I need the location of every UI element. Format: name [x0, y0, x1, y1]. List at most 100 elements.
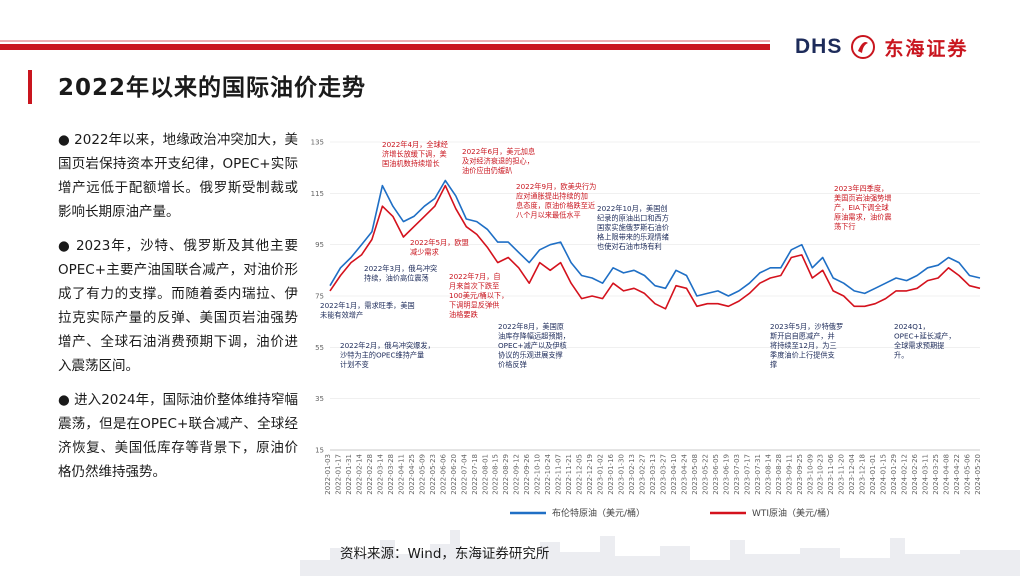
- annotation-line: 升。: [894, 351, 908, 360]
- x-tick-label: 2024-05-06: [964, 453, 972, 494]
- annotation-line: 2022年4月，全球经: [382, 140, 448, 149]
- x-tick-label: 2024-04-22: [953, 454, 961, 495]
- annotation-line: 斯开启自愿减产，并: [770, 332, 835, 341]
- annotation-line: 协议的乐观进展支撑: [498, 351, 563, 360]
- x-tick-label: 2022-03-14: [376, 453, 384, 494]
- x-tick-label: 2023-08-28: [775, 454, 783, 495]
- annotation-line: 2022年9月，欧美央行为: [516, 182, 596, 191]
- series-line-brent: [329, 179, 981, 297]
- oil-price-chart: 135 115 95 75 55 35 15 2022-01-03 2022-01-17 202…: [300, 130, 1000, 530]
- x-tick-label: 2024-02-12: [901, 454, 909, 495]
- annotation-line: 计划不变: [340, 360, 369, 369]
- y-tick-label: 55: [315, 344, 324, 352]
- chart-annotation: 2024Q1， OPEC+延长减产，全球需求预期提升。: [894, 322, 956, 360]
- x-tick-label: 2022-06-20: [450, 454, 458, 495]
- annotation-line: OPEC+减产以及伊核: [498, 341, 567, 350]
- x-tick-label: 2023-04-10: [670, 454, 678, 495]
- chart-annotation: 2022年8月，美国原油库存降幅远超预期， OPEC+减产以及伊核协议的乐观进展支…: [498, 322, 570, 369]
- x-tick-label: 2023-07-03: [733, 454, 741, 495]
- annotation-line: 沙特为主的OPEC维持产量: [340, 351, 424, 360]
- x-tick-label: 2023-12-18: [859, 454, 867, 495]
- chart-annotation: 2022年3月，俄乌冲突持续，油价高位震荡: [364, 264, 437, 283]
- annotation-line: 息态度，原油价格跌至近: [516, 201, 595, 210]
- title-accent-bar: [28, 70, 32, 104]
- x-tick-label: 2023-06-05: [712, 454, 720, 495]
- x-tick-label: 2023-03-13: [649, 454, 657, 495]
- annotation-line: 2024Q1，: [894, 322, 930, 331]
- annotation-line: 2022年5月，欧盟: [410, 238, 469, 247]
- chart-annotation: 2023年5月，沙特俄罗斯开启自愿减产，并将持续至12月，为三季度油价上行提供支…: [770, 322, 843, 369]
- x-tick-label: 2023-12-04: [848, 453, 856, 494]
- header-accent-bar: [0, 44, 770, 50]
- annotation-line: 将持续至12月，为三: [770, 341, 837, 350]
- y-tick-label: 15: [315, 447, 324, 455]
- legend-label: 布伦特原油（美元/桶）: [552, 507, 645, 519]
- x-tick-label: 2023-09-25: [796, 454, 804, 495]
- legend-label: WTI原油（美元/桶）: [752, 507, 835, 519]
- x-tick-label: 2022-08-29: [502, 454, 510, 495]
- annotation-line: 全球需求预期提: [894, 341, 944, 350]
- annotation-line: 2022年3月，俄乌冲突: [364, 264, 437, 273]
- series-line-wti: [329, 184, 981, 310]
- header-accent-line: [0, 40, 770, 42]
- x-tick-label: 2022-11-21: [565, 454, 573, 495]
- annotation-line: 国家实施俄罗斯石油价: [597, 223, 669, 232]
- x-tick-label: 2023-01-16: [607, 453, 615, 494]
- x-tick-label: 2022-02-14: [355, 453, 363, 494]
- annotation-line: 2022年2月，俄乌冲突爆发，: [340, 341, 435, 350]
- x-tick-label: 2023-07-31: [754, 454, 762, 495]
- annotation-line: 持续，油价高位震荡: [364, 274, 429, 283]
- chart-annotation: 2022年5月，欧盟减少需求: [410, 238, 469, 257]
- x-tick-label: 2022-04-25: [408, 454, 416, 495]
- x-tick-label: 2022-05-09: [418, 454, 426, 495]
- annotation-line: 国油机数持续增长: [382, 159, 440, 168]
- annotation-line: 产，EIA下调全球: [834, 203, 889, 212]
- source-note: 资料来源：Wind，东海证券研究所: [340, 546, 550, 562]
- annotation-line: 美国页岩油强势增: [834, 194, 892, 203]
- chart-annotation: 2022年6月，美元加息及对经济衰退的担心，油价应由仍缓趴: [462, 147, 535, 175]
- annotation-line: 2022年10月，美国创: [597, 204, 668, 213]
- x-tick-label: 2022-01-03: [324, 454, 332, 495]
- x-tick-label: 2022-10-10: [534, 454, 542, 495]
- x-tick-label: 2023-10-23: [817, 454, 825, 495]
- x-tick-label: 2023-11-06: [827, 453, 835, 494]
- x-tick-label: 2023-11-20: [838, 454, 846, 495]
- x-tick-label: 2022-06-06: [439, 453, 447, 494]
- x-tick-label: 2023-02-13: [628, 454, 636, 495]
- chart-annotation: 2022年4月，全球经济增长放缓下调，美国油机数持续增长: [382, 140, 448, 168]
- chart-annotation: 2023年四季度，美国页岩油强势增产，EIA下调全球原油需求，油价震荡下行: [834, 184, 892, 231]
- x-tick-label: 2023-06-19: [722, 454, 730, 495]
- x-tick-label: 2022-04-11: [397, 454, 405, 495]
- x-tick-label: 2022-12-05: [576, 454, 584, 495]
- x-tick-label: 2022-07-18: [471, 454, 479, 495]
- x-tick-label: 2024-04-08: [943, 454, 951, 495]
- annotation-line: 格上限带来的乐观情绪: [597, 233, 669, 242]
- annotation-line: 荡下行: [834, 222, 856, 231]
- x-tick-label: 2023-07-17: [743, 454, 751, 495]
- bullet-item: ● 2023年，沙特、俄罗斯及其他主要OPEC+主要产油国联合减产，对油价形成了…: [58, 238, 298, 374]
- chart-background: [300, 130, 1000, 530]
- x-tick-label: 2022-03-28: [387, 454, 395, 495]
- annotation-line: 及对经济衰退的担心，: [462, 157, 534, 166]
- x-tick-label: 2023-01-02: [597, 454, 605, 495]
- x-tick-label: 2022-05-23: [429, 454, 437, 495]
- x-tick-label: 2022-08-15: [492, 454, 500, 495]
- x-tick-label: 2024-05-20: [974, 454, 982, 495]
- x-tick-label: 2023-08-14: [764, 453, 772, 494]
- y-tick-label: 75: [315, 293, 324, 301]
- logo-cn-text: 东海证券: [884, 37, 969, 60]
- annotation-line: 八个月以来最低水平: [516, 211, 581, 220]
- x-tick-label: 2023-01-30: [618, 454, 626, 495]
- x-tick-label: 2022-10-24: [544, 453, 552, 494]
- skyline-watermark: [300, 530, 1020, 576]
- x-tick-label: 2022-09-26: [523, 453, 531, 494]
- annotation-line: 未能有效增产: [320, 311, 363, 320]
- y-tick-label: 95: [315, 241, 324, 249]
- bullet-item: ● 2022年以来，地缘政治冲突加大，美国页岩保持资本开支纪律，OPEC+实际增…: [58, 132, 298, 220]
- x-tick-label: 2024-01-15: [880, 454, 888, 495]
- annotation-line: 油格要跌: [449, 310, 478, 319]
- logo-mark-icon: [851, 35, 876, 59]
- x-tick-label: 2024-02-26: [911, 453, 919, 494]
- annotation-line: 价格反弹: [498, 360, 527, 369]
